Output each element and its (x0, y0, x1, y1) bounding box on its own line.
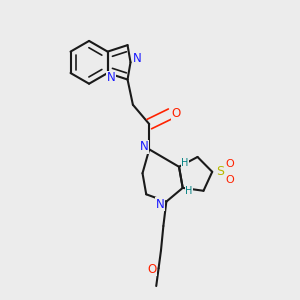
Text: N: N (107, 71, 116, 84)
Text: N: N (156, 197, 165, 211)
Text: O: O (226, 159, 234, 169)
Text: O: O (226, 175, 234, 184)
Text: O: O (171, 107, 181, 120)
Text: N: N (140, 140, 148, 154)
Text: H: H (181, 158, 189, 168)
Text: S: S (216, 165, 224, 178)
Text: N: N (133, 52, 141, 65)
Text: H: H (185, 186, 192, 196)
Text: O: O (147, 262, 157, 276)
